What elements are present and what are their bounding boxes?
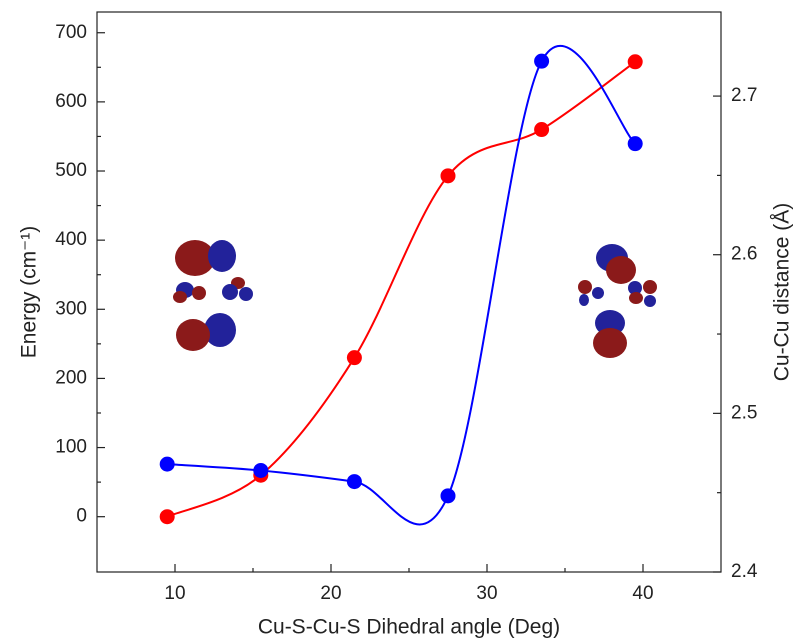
- y-tick-label: 600: [55, 91, 87, 112]
- data-point: [534, 122, 550, 138]
- x-tick-label: 10: [164, 583, 185, 604]
- y2-tick-label: 2.7: [731, 85, 757, 106]
- y-tick-label: 500: [55, 160, 87, 181]
- y2-tick-label: 2.6: [731, 244, 757, 265]
- data-point: [440, 168, 456, 184]
- y-tick-label: 0: [76, 506, 87, 527]
- x-axis-title: Cu-S-Cu-S Dihedral angle (Deg): [258, 616, 560, 639]
- x-tick-label: 40: [632, 583, 653, 604]
- data-point: [346, 350, 362, 366]
- y-axis-title: Energy (cm⁻¹): [18, 226, 41, 358]
- data-point: [159, 456, 175, 472]
- data-point: [534, 53, 550, 69]
- y-tick-label: 300: [55, 298, 87, 319]
- y2-axis-title: Cu-Cu distance (Å): [771, 203, 794, 382]
- data-point: [627, 54, 643, 70]
- data-point: [440, 488, 456, 504]
- orbital-left: [173, 240, 253, 351]
- orbital-right: [578, 244, 657, 358]
- y-tick-label: 400: [55, 229, 87, 250]
- y-tick-label: 200: [55, 367, 87, 388]
- y2-tick-label: 2.5: [731, 402, 757, 423]
- data-point: [346, 474, 362, 490]
- data-point: [627, 136, 643, 152]
- x-tick-label: 20: [320, 583, 341, 604]
- x-tick-label: 30: [476, 583, 497, 604]
- y-tick-label: 700: [55, 22, 87, 43]
- data-point: [159, 509, 175, 525]
- data-point: [253, 462, 269, 478]
- y2-tick-label: 2.4: [731, 561, 758, 582]
- y-tick-label: 100: [55, 437, 87, 458]
